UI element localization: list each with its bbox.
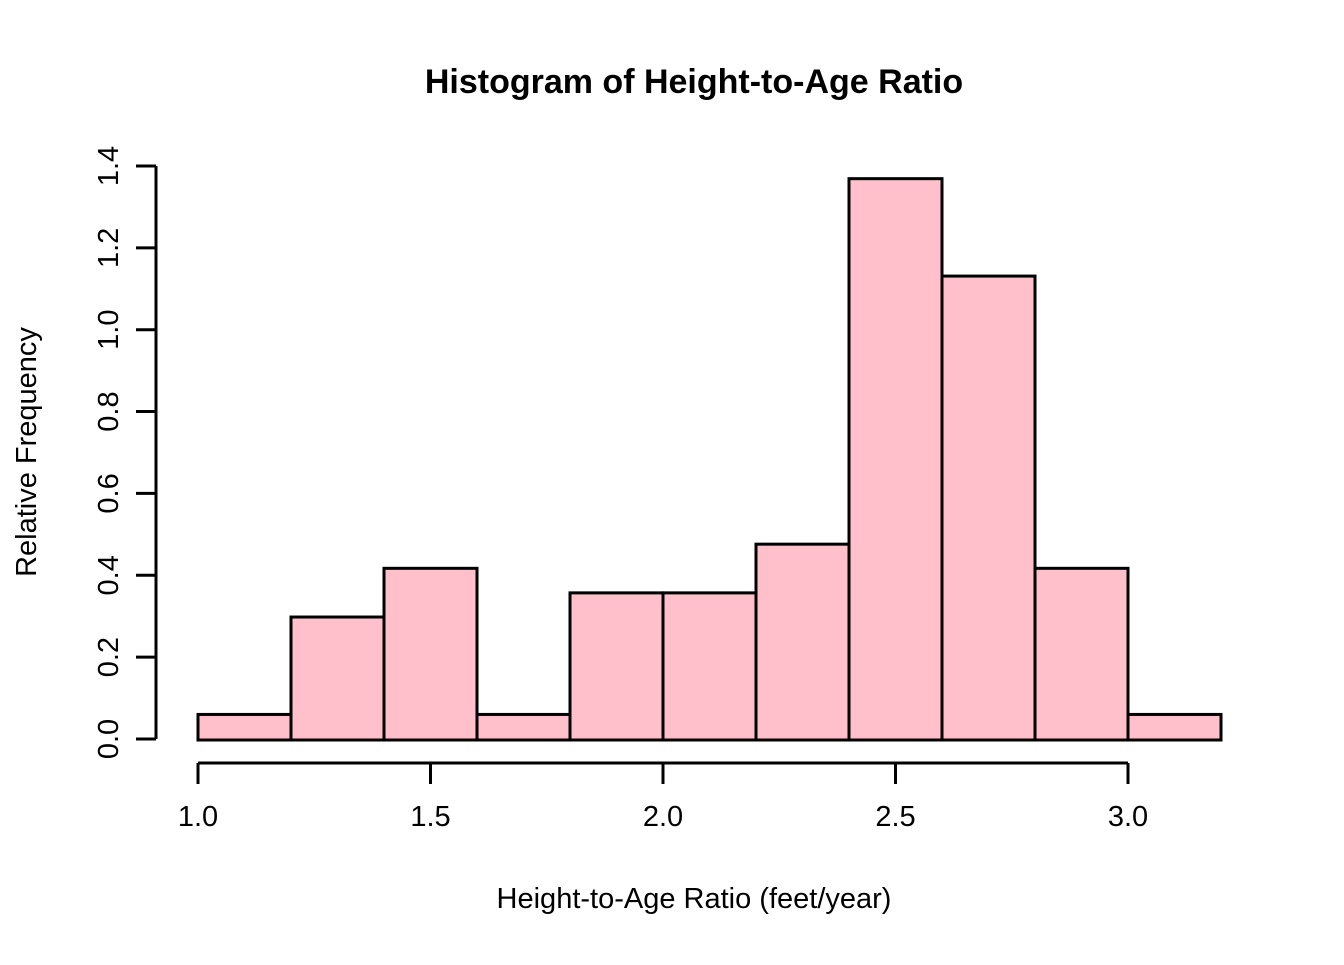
x-tick-label: 1.5 (410, 801, 450, 833)
x-tick-label: 3.0 (1108, 801, 1148, 833)
x-tick-label: 2.0 (643, 801, 683, 833)
histogram-bar (289, 615, 386, 742)
histogram-bar (1033, 566, 1130, 742)
x-tick-label: 2.5 (875, 801, 915, 833)
histogram-bar (196, 712, 293, 742)
y-tick-label: 1.0 (93, 310, 125, 350)
y-tick-label: 0.2 (93, 637, 125, 677)
y-tick-label: 0.8 (93, 391, 125, 431)
bars-layer (196, 177, 1223, 742)
axes-layer: 0.0 0.2 0.4 0.6 0.8 1.0 1.2 1.4 1.0 1.5 2.0 2.5 3.0 (93, 146, 1148, 833)
histogram-bar (475, 712, 572, 742)
y-tick-label: 1.2 (93, 228, 125, 268)
histogram-bar (1126, 712, 1223, 742)
y-axis-label: Relative Frequency (11, 327, 43, 577)
histogram-bar (661, 591, 758, 742)
y-tick-label: 0.0 (93, 719, 125, 759)
x-axis-label: Height-to-Age Ratio (feet/year) (497, 883, 892, 915)
chart-title: Histogram of Height-to-Age Ratio (425, 63, 963, 101)
y-tick-label: 0.4 (93, 555, 125, 595)
histogram-bar (847, 177, 944, 742)
histogram-bar (940, 274, 1037, 742)
histogram-bar (382, 566, 479, 742)
histogram-bar (568, 591, 665, 742)
y-tick-label: 0.6 (93, 473, 125, 513)
y-tick-label: 1.4 (93, 146, 125, 186)
x-tick-label: 1.0 (178, 801, 218, 833)
histogram-bar (754, 542, 851, 742)
